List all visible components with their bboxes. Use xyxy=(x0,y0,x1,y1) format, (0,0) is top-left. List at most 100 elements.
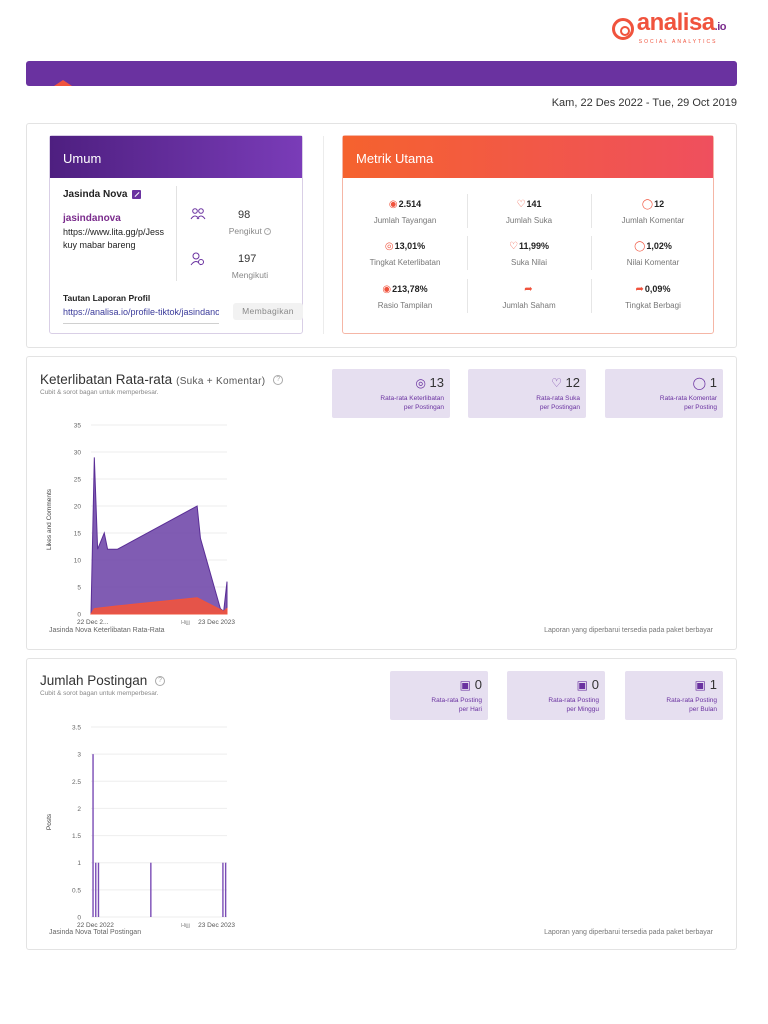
card-value: 1 xyxy=(709,375,717,390)
series-area-likes[interactable] xyxy=(90,457,228,615)
series-area-comments[interactable] xyxy=(90,597,228,615)
edit-icon[interactable] xyxy=(132,190,142,199)
y-tick-label: 25 xyxy=(74,477,82,484)
eye-icon: ◉ xyxy=(382,284,392,295)
help-icon[interactable]: ? xyxy=(155,676,166,687)
metric-value: 2.514 xyxy=(398,199,422,209)
following-count: 197 xyxy=(238,253,257,265)
x-tick-label: Hijjj xyxy=(181,923,190,929)
card-label: per Posting xyxy=(684,404,717,411)
metric-0: ◉2.514 Jumlah Tayangan xyxy=(343,199,467,225)
metric-label: Jumlah Suka xyxy=(505,216,553,225)
y-tick-label: 5 xyxy=(77,585,81,592)
metric-1: ♡141 Jumlah Suka xyxy=(467,199,591,225)
help-icon[interactable]: ? xyxy=(273,375,284,386)
y-tick-label: 1.5 xyxy=(72,833,81,840)
chart-hint: Cubit & sorot bagan untuk memperbesar. xyxy=(40,389,159,396)
divider xyxy=(176,186,177,281)
comment-icon: ◯ xyxy=(641,199,654,210)
metric-label: Jumlah Komentar xyxy=(621,216,685,225)
heart-icon: ♡ xyxy=(516,199,526,210)
profile-bio: https://www.lita.gg/p/Jess kuy mabar bar… xyxy=(63,227,165,250)
metric-value: 213,78% xyxy=(392,284,428,294)
card-value: 1 xyxy=(709,677,717,692)
engagement-chart[interactable]: 0 5 10 15 20 25 30 35 Likes and Comments 22 Dec 2… xyxy=(43,412,243,642)
y-tick-label: 35 xyxy=(74,423,82,430)
divider xyxy=(591,194,592,228)
y-tick-label: 0 xyxy=(77,915,81,922)
engagement-icon: ◎ xyxy=(415,376,426,390)
brand-tagline: SOCIAL ANALYTICS xyxy=(638,39,718,45)
card-label: per Postingan xyxy=(539,404,580,411)
comment-icon: ◯ xyxy=(634,241,646,252)
engagement-subtitle: (Suka + Komentar) xyxy=(176,376,266,387)
y-tick-label: 3 xyxy=(77,752,81,759)
y-axis-label: Posts xyxy=(46,813,53,830)
summary-panel: Umum Jasinda Nova jasindanova https://ww… xyxy=(26,123,737,348)
active-tab-indicator xyxy=(54,80,72,86)
metric-4: ♡11,99% Suka Nilai xyxy=(467,241,591,267)
calendar-week-icon: ▣ xyxy=(576,678,588,692)
brand-suffix: .io xyxy=(714,21,727,33)
y-tick-label: 15 xyxy=(74,531,82,538)
x-tick-label: 22 Dec 2022 xyxy=(77,922,114,929)
x-tick-label: 22 Dec 2... xyxy=(77,619,109,626)
metric-label: Jumlah Saham xyxy=(502,301,556,310)
divider xyxy=(591,279,592,313)
posts-upgrade-note: Laporan yang diperbarui tersedia pada pa… xyxy=(544,929,713,936)
followers-icon xyxy=(190,208,206,223)
metric-value: 13,01% xyxy=(394,241,426,251)
y-tick-label: 0.5 xyxy=(72,887,81,894)
metric-value: 0,09% xyxy=(644,284,671,294)
metric-label: Tingkat Keterlibatan xyxy=(369,258,441,267)
general-card: Umum Jasinda Nova jasindanova https://ww… xyxy=(49,135,303,334)
metric-value: 1,02% xyxy=(646,241,672,251)
posts-chart-caption: Jasinda Nova Total Postingan xyxy=(49,929,142,936)
share-icon: ➦ xyxy=(524,284,533,295)
metric-8: ➦0,09% Tingkat Berbagi xyxy=(591,284,715,310)
posts-chart[interactable]: 0 0.5 1 1.5 2 2.5 3 3.5 Posts 22 Dec 2022 Hijjj 23 … xyxy=(43,714,243,944)
y-axis-label: Likes and Comments xyxy=(46,488,53,550)
card-value: 12 xyxy=(565,375,580,390)
y-tick-label: 2 xyxy=(77,806,81,813)
following-label: Mengikuti xyxy=(231,270,269,280)
metric-label: Jumlah Tayangan xyxy=(373,216,437,225)
y-tick-label: 20 xyxy=(74,504,82,511)
x-tick-label: Hijjj xyxy=(181,620,190,626)
metric-label: Tingkat Berbagi xyxy=(625,301,681,310)
followers-label: Pengikut xyxy=(228,226,262,236)
posts-summary-card: ▣ 0 Rata-rata Posting per Minggu xyxy=(507,671,605,720)
profile-username[interactable]: jasindanova xyxy=(63,213,121,224)
profile-name: Jasinda Nova xyxy=(63,189,128,200)
share-button[interactable]: Membagikan xyxy=(233,303,303,320)
engagement-icon: ◎ xyxy=(384,241,394,252)
engagement-chart-caption: Jasinda Nova Keterlibatan Rata-Rata xyxy=(49,627,165,634)
followers-count: 98 xyxy=(238,209,251,221)
brand-name: analisa xyxy=(636,9,715,36)
card-value: 0 xyxy=(591,677,599,692)
card-label: per Hari xyxy=(458,706,482,713)
posts-summary-card: ▣ 1 Rata-rata Posting per Bulan xyxy=(625,671,723,720)
posts-title: Jumlah Postingan xyxy=(40,673,148,688)
divider xyxy=(591,236,592,270)
metric-value: 141 xyxy=(526,199,542,209)
divider xyxy=(467,194,468,228)
y-tick-label: 30 xyxy=(74,450,82,457)
engagement-upgrade-note: Laporan yang diperbarui tersedia pada pa… xyxy=(544,627,713,634)
card-value: 0 xyxy=(474,677,482,692)
card-label: per Minggu xyxy=(566,706,599,713)
help-icon[interactable]: ? xyxy=(264,228,272,236)
y-tick-label: 0 xyxy=(77,612,81,619)
logo-icon xyxy=(611,17,634,40)
date-range: Kam, 22 Des 2022 - Tue, 29 Oct 2019 xyxy=(551,97,737,109)
card-label: per Postingan xyxy=(403,404,444,411)
brand-logo[interactable]: analisa.io SOCIAL ANALYTICS xyxy=(611,9,727,45)
profile-link-url[interactable]: https://analisa.io/profile-tiktok/jasind… xyxy=(63,307,219,317)
divider xyxy=(323,136,324,334)
y-tick-label: 2.5 xyxy=(72,779,81,786)
chart-hint: Cubit & sorot bagan untuk memperbesar. xyxy=(40,690,159,697)
card-label: Rata-rata Posting xyxy=(431,697,482,704)
metric-label: Nilai Komentar xyxy=(626,258,680,267)
y-tick-label: 10 xyxy=(74,558,82,565)
posts-summary-card: ▣ 0 Rata-rata Posting per Hari xyxy=(390,671,488,720)
